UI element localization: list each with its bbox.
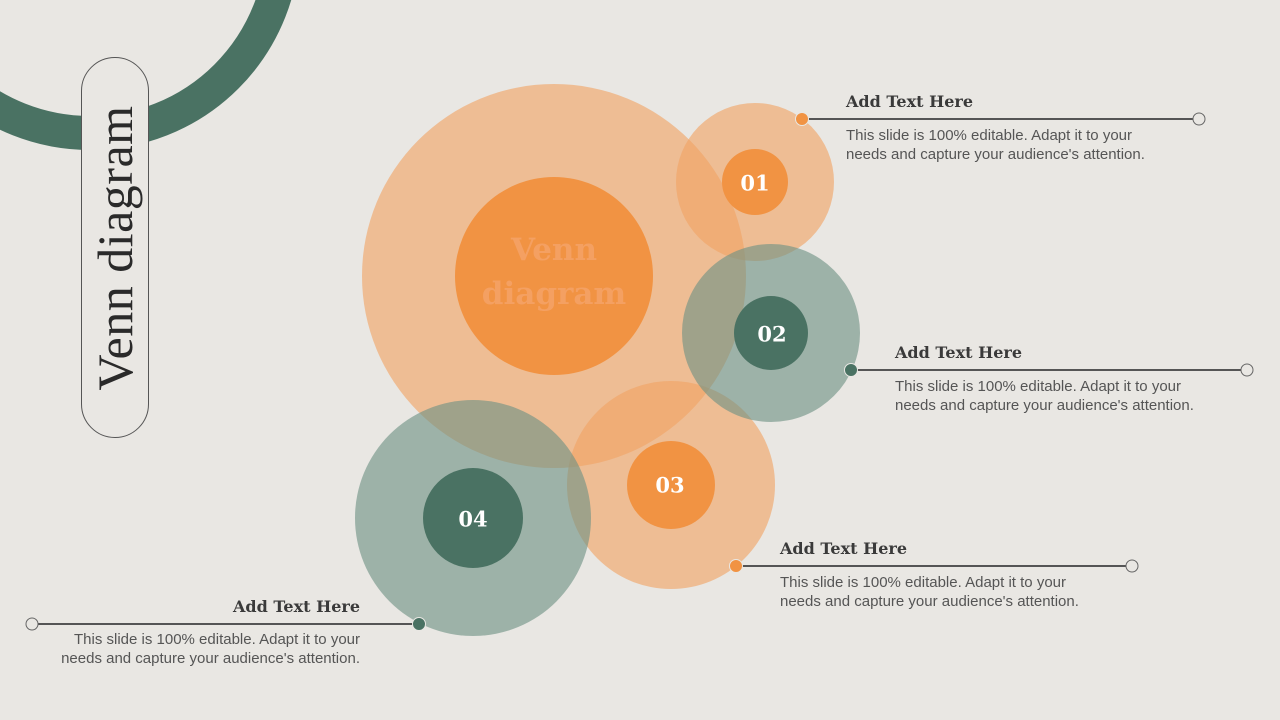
venn-circle-02-inner — [734, 296, 808, 370]
callout-01-body-line1: This slide is 100% editable. Adapt it to… — [846, 127, 1132, 144]
item-02-number: 02 — [757, 321, 787, 347]
callout-01-line — [802, 118, 1199, 120]
callout-04-title: Add Text Here — [232, 597, 360, 616]
center-label-line1: Venn — [510, 232, 597, 268]
callout-04-body: This slide is 100% editable. Adapt it to… — [30, 630, 360, 668]
venn-center-label: Venn diagram — [482, 228, 626, 316]
item-03-number: 03 — [655, 472, 685, 498]
venn-circle-03-inner — [627, 441, 715, 529]
callout-04-body-line1: This slide is 100% editable. Adapt it to… — [74, 631, 360, 648]
title-pill — [81, 57, 149, 438]
callout-04-anchor-dot — [412, 617, 426, 631]
callout-03-body: This slide is 100% editable. Adapt it to… — [780, 573, 1110, 611]
callout-02-body: This slide is 100% editable. Adapt it to… — [895, 377, 1225, 415]
callout-02-body-line1: This slide is 100% editable. Adapt it to… — [895, 378, 1181, 395]
slide-title: Venn diagram — [87, 105, 143, 391]
callout-02-anchor-dot — [844, 363, 858, 377]
callout-01-anchor-dot — [795, 112, 809, 126]
callout-02-title: Add Text Here — [895, 343, 1023, 362]
callout-01-end-circle — [1192, 112, 1206, 126]
callout-01-body: This slide is 100% editable. Adapt it to… — [846, 126, 1176, 164]
venn-circle-04-inner — [423, 468, 523, 568]
callout-04-body-line2: needs and capture your audience's attent… — [61, 650, 360, 667]
callout-02-line — [851, 369, 1247, 371]
callout-03-title: Add Text Here — [780, 539, 908, 558]
callout-03-end-circle — [1125, 559, 1139, 573]
item-01-number: 01 — [740, 170, 770, 196]
callout-03-line — [736, 565, 1132, 567]
callout-03-body-line1: This slide is 100% editable. Adapt it to… — [780, 574, 1066, 591]
callout-02-body-line2: needs and capture your audience's attent… — [895, 397, 1194, 414]
callout-02-end-circle — [1240, 363, 1254, 377]
callout-04-line — [32, 623, 419, 625]
callout-01-body-line2: needs and capture your audience's attent… — [846, 146, 1145, 163]
callout-01-title: Add Text Here — [846, 92, 974, 111]
center-label-line2: diagram — [481, 276, 627, 312]
venn-circle-01-inner — [722, 149, 788, 215]
item-04-number: 04 — [458, 506, 488, 532]
venn-main-inner-circle — [455, 177, 653, 375]
callout-03-body-line2: needs and capture your audience's attent… — [780, 593, 1079, 610]
callout-04-end-circle — [25, 617, 39, 631]
callout-03-anchor-dot — [729, 559, 743, 573]
decorative-ring — [0, 0, 300, 150]
